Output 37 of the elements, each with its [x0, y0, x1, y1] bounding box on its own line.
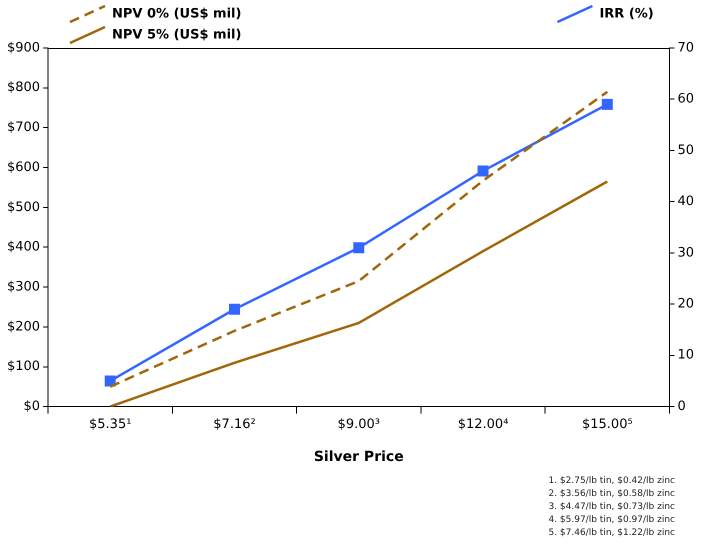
y2-tick-label: 10 [677, 348, 694, 363]
y-tick-label: $400 [6, 240, 40, 255]
y-tick-label: $600 [6, 160, 40, 175]
point [602, 98, 613, 110]
text: 2. $3.56/lb tin, $0.58/lb zinc [548, 488, 675, 501]
y2-tick-label: 50 [677, 142, 694, 158]
text: 5. $7.46/lb tin, $1.22/lb zinc [548, 527, 675, 540]
legend-label: NPV 0% (US$ mil) [112, 6, 242, 22]
x-tick-label: $9.00³ [338, 416, 380, 432]
point [478, 165, 489, 176]
y-tick-label: $0 [24, 398, 40, 414]
text: 4. $5.97/lb tin, $0.97/lb zinc [548, 514, 675, 527]
y-tick-label: $700 [6, 120, 40, 136]
x-tick-label: $7.16² [213, 416, 256, 432]
text: 3. $4.47/lb tin, $0.73/lb zinc [548, 501, 675, 514]
y2-tick-label: 60 [677, 92, 694, 107]
y-tick-label: $900 [6, 40, 40, 56]
point [229, 304, 240, 315]
y2-tick-label: 30 [677, 245, 694, 260]
y-tick-label: $200 [6, 319, 40, 334]
point [104, 375, 116, 386]
point [353, 242, 364, 254]
y2-tick-label: 20 [677, 296, 694, 312]
y2-tick-label: 0 [677, 398, 686, 414]
y-tick-label: $100 [6, 359, 40, 374]
y-tick-label: $300 [6, 279, 40, 294]
y2-tick-label: 40 [677, 194, 694, 210]
x-tick-label: $12.00⁴ [458, 416, 508, 432]
y-tick-label: $800 [6, 80, 40, 96]
y-tick-label: $500 [6, 200, 40, 215]
x-axis-title: Silver Price [314, 449, 404, 466]
x-tick-label: $5.35¹ [89, 416, 132, 432]
y2-tick-label: 70 [677, 40, 694, 56]
legend-label: IRR (%) [599, 6, 654, 22]
legend-label: NPV 5% (US$ mil) [112, 27, 242, 42]
x-tick-label: $15.00⁵ [582, 416, 633, 432]
text: 1. $2.75/lb tin, $0.42/lb zinc [548, 475, 675, 488]
